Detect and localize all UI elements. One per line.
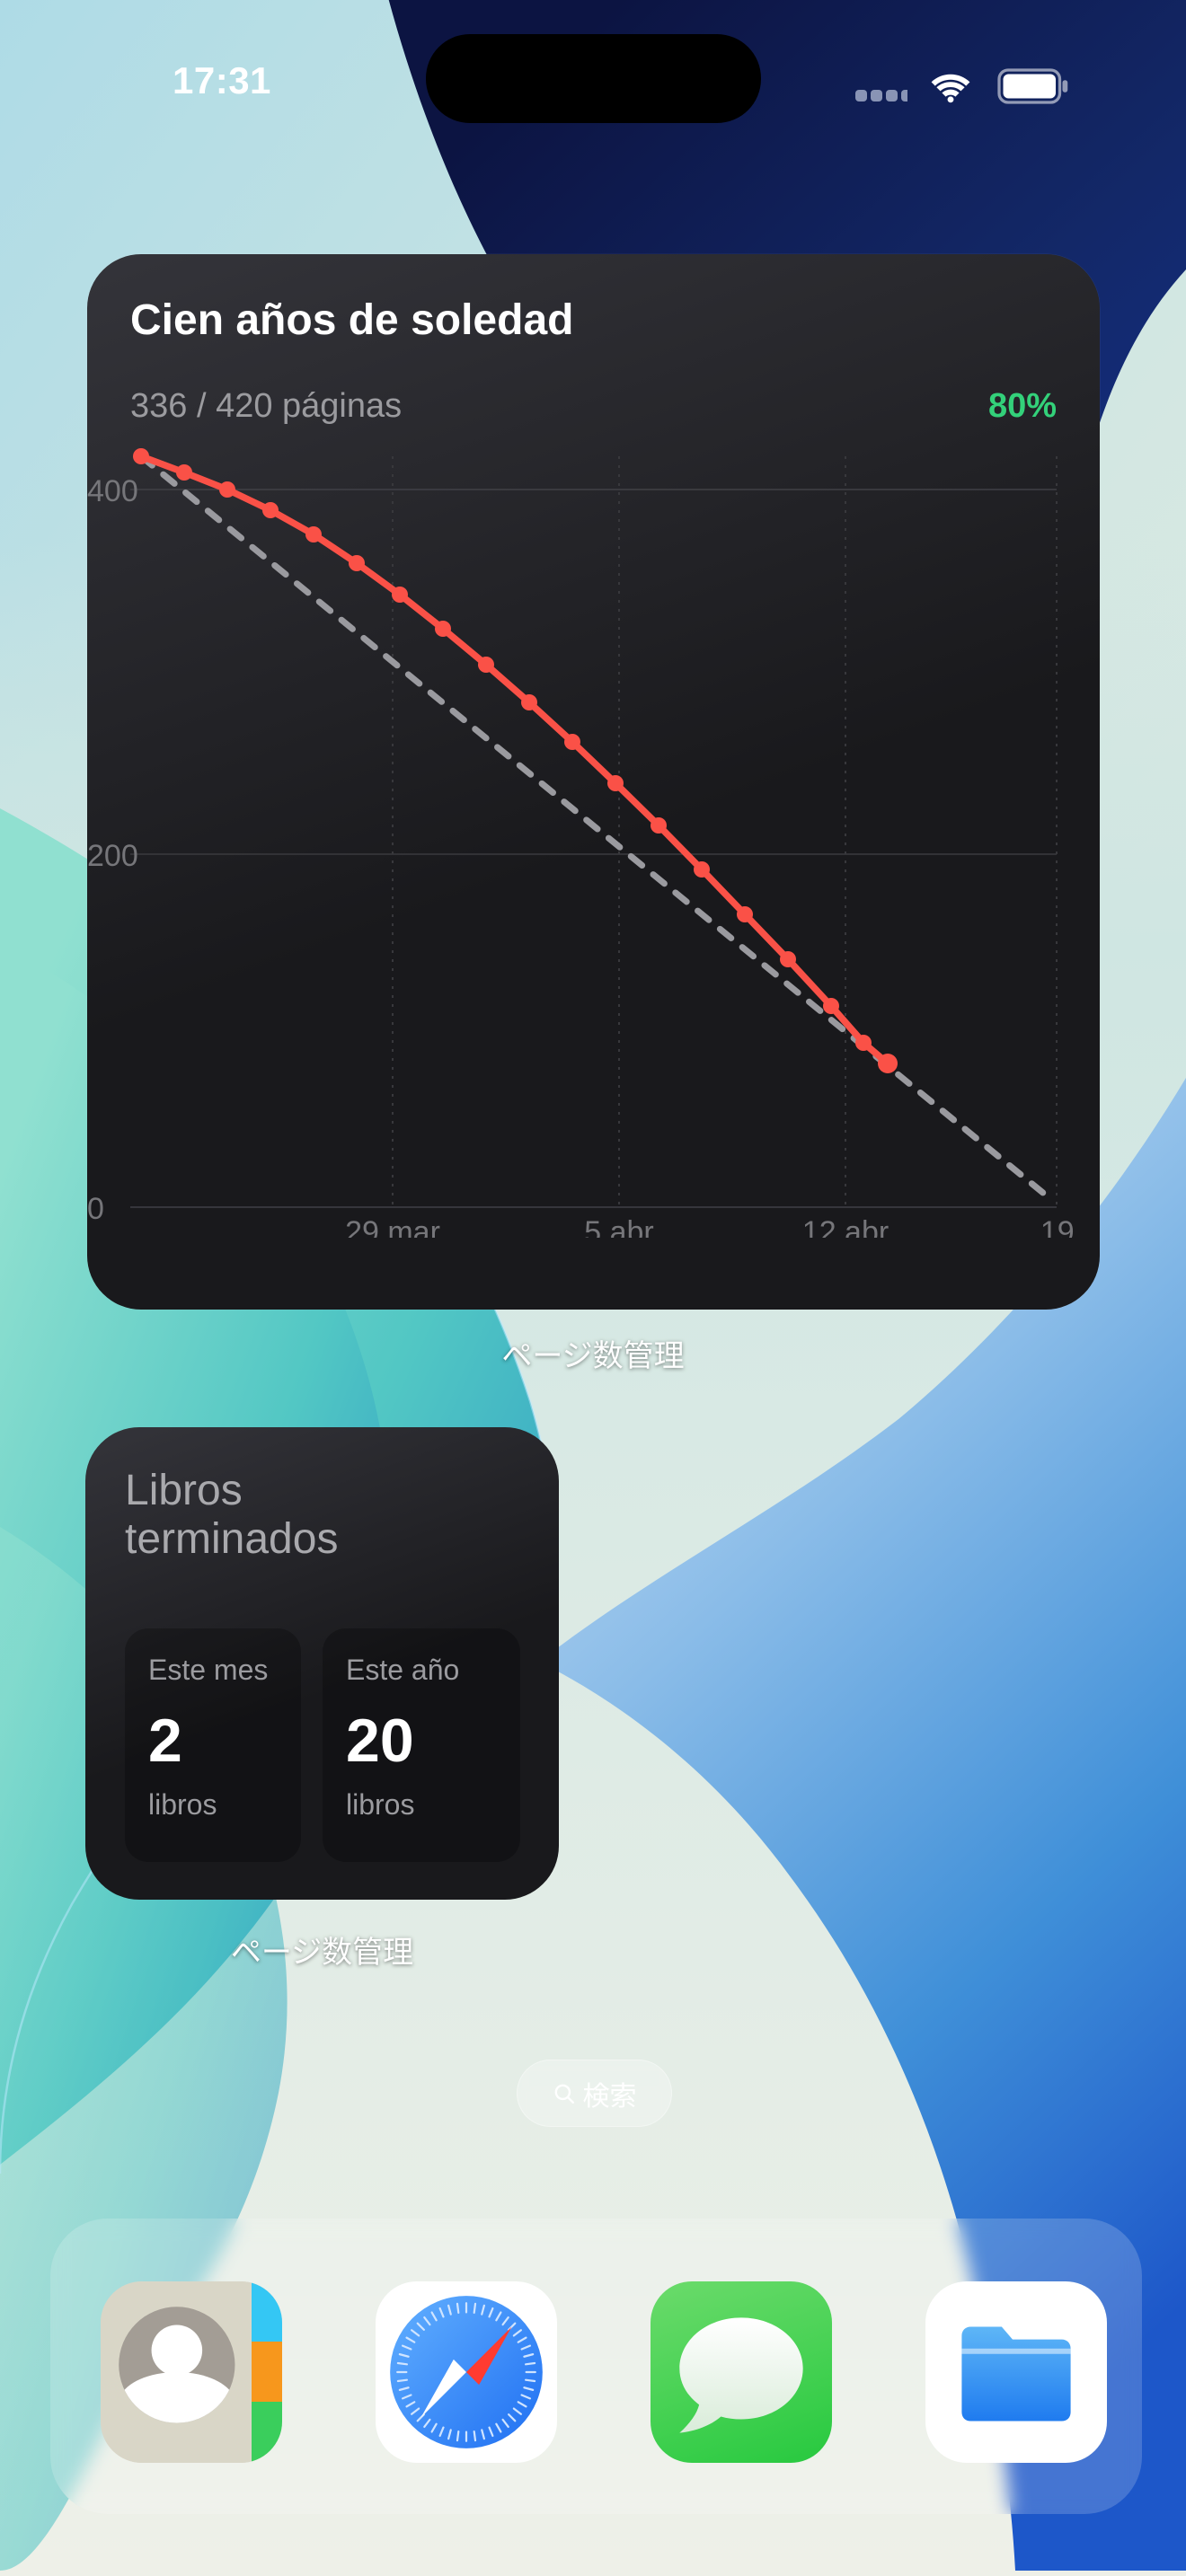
svg-text:12 abr: 12 abr	[802, 1215, 889, 1238]
svg-text:29 mar: 29 mar	[345, 1215, 440, 1238]
svg-text:5 abr: 5 abr	[584, 1215, 654, 1238]
svg-text:400: 400	[87, 474, 138, 508]
svg-text:200: 200	[87, 839, 138, 873]
svg-text:19...: 19...	[1040, 1215, 1100, 1238]
svg-text:0: 0	[87, 1192, 104, 1226]
